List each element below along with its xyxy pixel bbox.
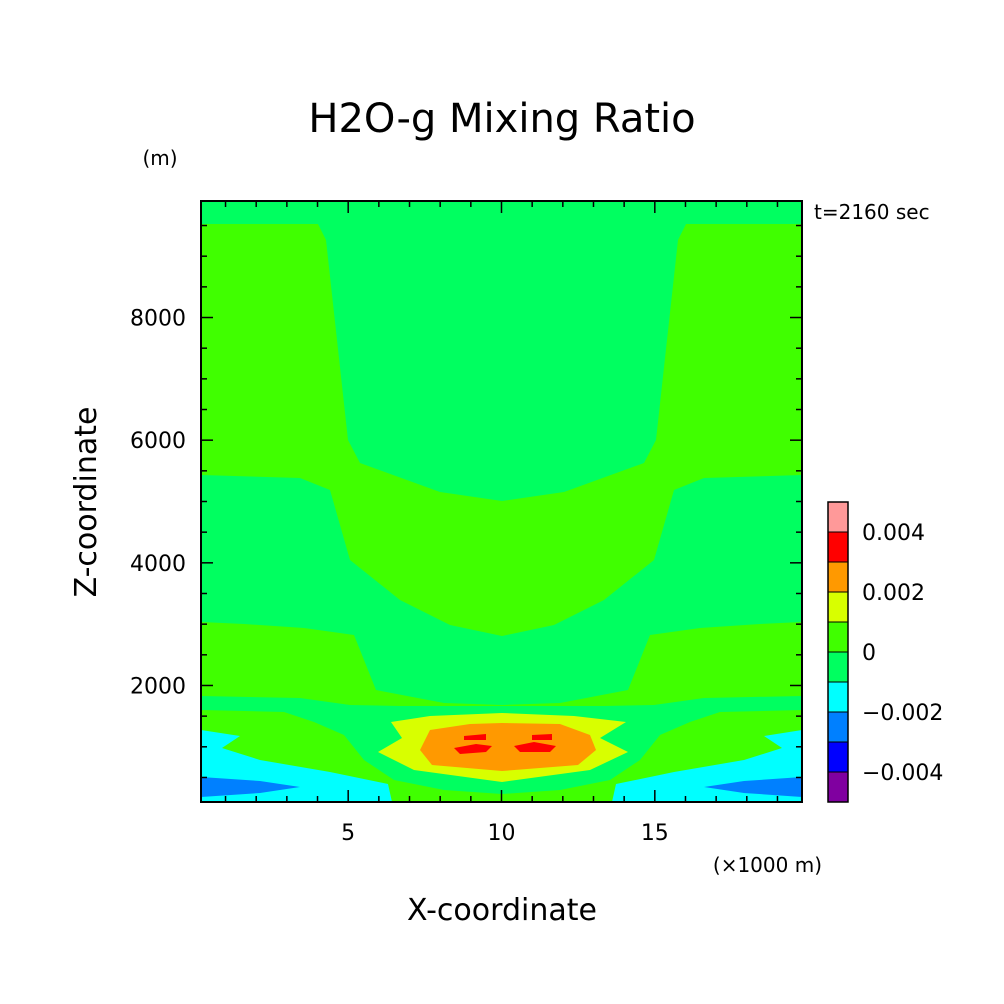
y-axis-title: Z-coordinate [69,407,104,598]
y-unit-label: (m) [142,146,177,170]
plot-area [201,201,802,802]
colorbar-swatch [827,771,849,803]
colorbar-swatch [827,621,849,653]
colorbar-tick-label: −0.004 [862,761,943,786]
colorbar-tick-label: −0.002 [862,701,943,726]
colorbar-swatch [827,741,849,773]
y-tick-label: 6000 [130,429,186,454]
colorbar-labels: −0.004 −0.002 0 0.002 0.004 [862,521,943,786]
band-0.001-to-0.002 [201,224,802,802]
chart-title: H2O-g Mixing Ratio [308,96,695,142]
y-axis-tick-labels: 2000 4000 6000 8000 [130,307,186,700]
band-0.004-to-0.005-left-b [454,744,492,754]
colorbar-swatch [827,501,849,533]
x-tick-label: 15 [641,821,669,846]
band-0.004-to-0.005-right-a [532,734,552,740]
band-0-to-0.001-stripe-upper [201,475,802,705]
band-minus0.003-to-minus0.002-right [704,777,802,797]
colorbar-swatch [827,531,849,563]
colorbar-tick-label: 0 [862,641,876,666]
colorbar-swatch [827,591,849,623]
colorbar-tick-label: 0.002 [862,581,925,606]
x-axis-ticks [224,201,779,802]
x-axis-tick-labels: 5 10 15 [341,821,669,846]
x-tick-label: 5 [341,821,355,846]
x-unit-label: (×1000 m) [713,853,822,877]
colorbar-swatch [827,711,849,743]
y-tick-label: 8000 [130,307,186,332]
y-tick-label: 2000 [130,674,186,699]
time-label: t=2160 sec [814,200,930,224]
y-axis-ticks [201,224,802,779]
colorbar-frame [827,501,849,803]
x-axis-title: X-coordinate [407,893,597,928]
band-0.003-to-0.004 [420,723,596,771]
colorbar-tick-label: 0.004 [862,521,925,546]
colorbar-swatch [827,651,849,683]
colorbar [827,501,849,803]
colorbar-swatch [827,681,849,713]
band-minus0.003-to-minus0.002-left [201,777,300,797]
x-tick-label: 10 [488,821,516,846]
colorbar-swatch [827,561,849,593]
y-tick-label: 4000 [130,552,186,577]
band-0.004-to-0.005-right-b [514,742,556,752]
band-0.004-to-0.005-left-a [464,734,486,740]
